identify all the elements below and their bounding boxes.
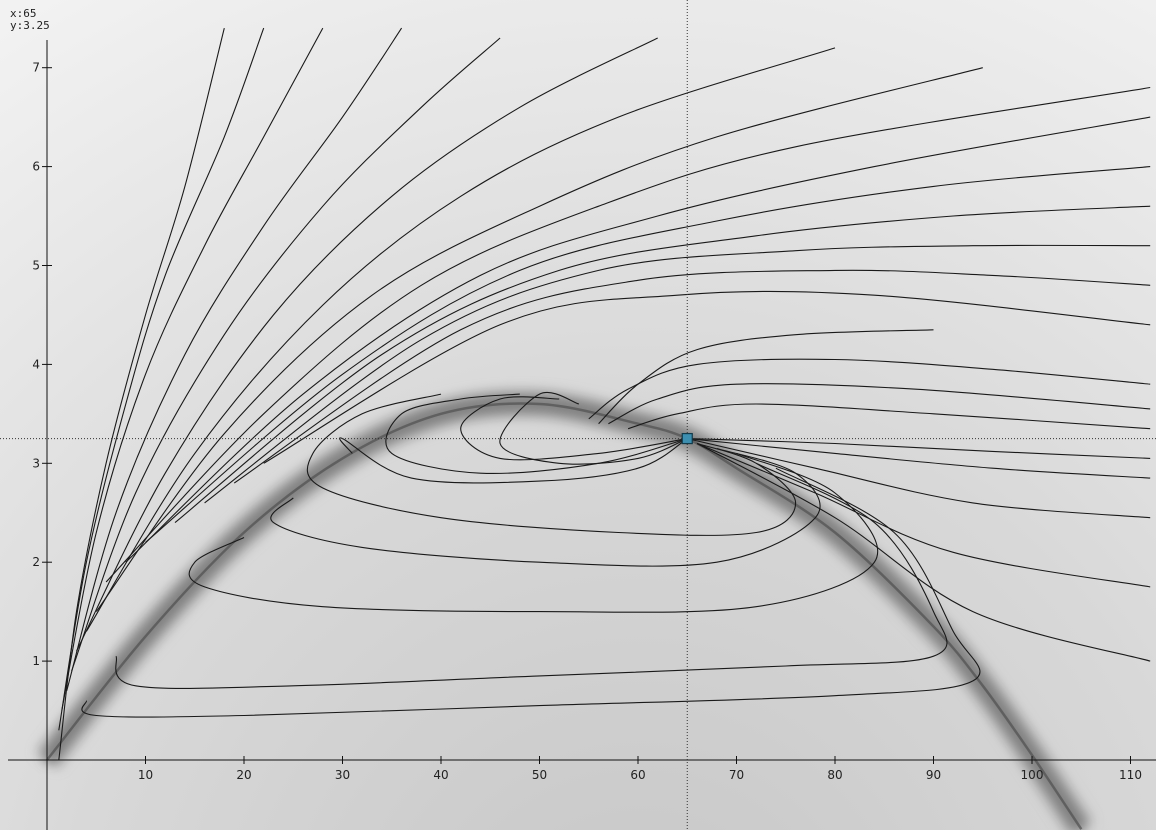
x-tick-label-30: 30 xyxy=(335,768,350,782)
y-tick-label-2: 2 xyxy=(32,555,40,569)
y-tick-label-6: 6 xyxy=(32,160,40,174)
readout-y-value: 3.25 xyxy=(23,19,50,32)
trajectory-25 xyxy=(499,392,688,465)
x-tick-label-60: 60 xyxy=(630,768,645,782)
trajectory-3 xyxy=(61,27,324,711)
x-tick-label-10: 10 xyxy=(138,768,153,782)
trajectory-5 xyxy=(71,37,501,672)
trajectory-19 xyxy=(627,403,1151,430)
x-tick-label-20: 20 xyxy=(236,768,251,782)
y-tick-label-4: 4 xyxy=(32,357,40,371)
trajectory-15 xyxy=(263,290,1151,464)
trajectory-17 xyxy=(588,358,1151,420)
readout-x-label: x: xyxy=(10,7,24,20)
trajectory-31 xyxy=(188,452,879,613)
trajectory-14 xyxy=(233,269,1151,484)
equilibrium-point-marker[interactable] xyxy=(681,432,693,445)
trajectory-10 xyxy=(125,116,1151,563)
x-tick-label-40: 40 xyxy=(433,768,448,782)
trajectory-12 xyxy=(174,205,1151,524)
trajectory-30 xyxy=(270,447,821,567)
x-tick-label-100: 100 xyxy=(1021,768,1044,782)
trajectory-6 xyxy=(76,37,658,652)
trajectory-13 xyxy=(204,244,1151,504)
y-tick-label-7: 7 xyxy=(32,61,40,75)
readout-y-label: y: xyxy=(10,19,24,32)
trajectory-8 xyxy=(95,67,983,612)
trajectory-26 xyxy=(460,396,688,461)
equilibrium-marker-layer[interactable] xyxy=(681,432,693,445)
axes: 10 20 30 40 50 60 70 80 90 100 110 1 2 3 4 5 6 7 xyxy=(8,40,1156,830)
trajectory-23 xyxy=(696,442,1151,588)
trajectories xyxy=(58,27,1151,761)
nullcline-line xyxy=(46,402,1083,830)
y-tick-label-5: 5 xyxy=(32,259,40,273)
trajectory-7 xyxy=(85,47,836,632)
x-tick-label-80: 80 xyxy=(827,768,842,782)
trajectory-2 xyxy=(58,27,265,731)
trajectory-29 xyxy=(306,393,797,536)
x-tick-label-70: 70 xyxy=(729,768,744,782)
trajectory-20 xyxy=(687,438,1151,459)
trajectory-9 xyxy=(105,86,1151,583)
nullcline-band xyxy=(36,390,1093,830)
y-tick-label-1: 1 xyxy=(32,654,40,668)
x-tick-label-50: 50 xyxy=(532,768,547,782)
trajectory-22 xyxy=(687,438,1151,519)
trajectory-32 xyxy=(115,462,948,689)
trajectory-16 xyxy=(598,329,934,425)
readout-x-value: 65 xyxy=(23,7,37,20)
x-tick-label-90: 90 xyxy=(926,768,941,782)
trajectory-33 xyxy=(81,467,981,718)
x-tick-label-110: 110 xyxy=(1119,768,1142,782)
trajectory-21 xyxy=(687,438,1151,479)
trajectory-18 xyxy=(608,383,1151,425)
y-tick-label-3: 3 xyxy=(32,456,40,470)
trajectory-11 xyxy=(145,166,1151,543)
trajectory-4 xyxy=(66,27,403,691)
trajectory-24 xyxy=(696,443,1151,662)
trajectory-27 xyxy=(385,393,688,475)
coordinate-readout: x:65 y:3.25 xyxy=(10,8,50,32)
